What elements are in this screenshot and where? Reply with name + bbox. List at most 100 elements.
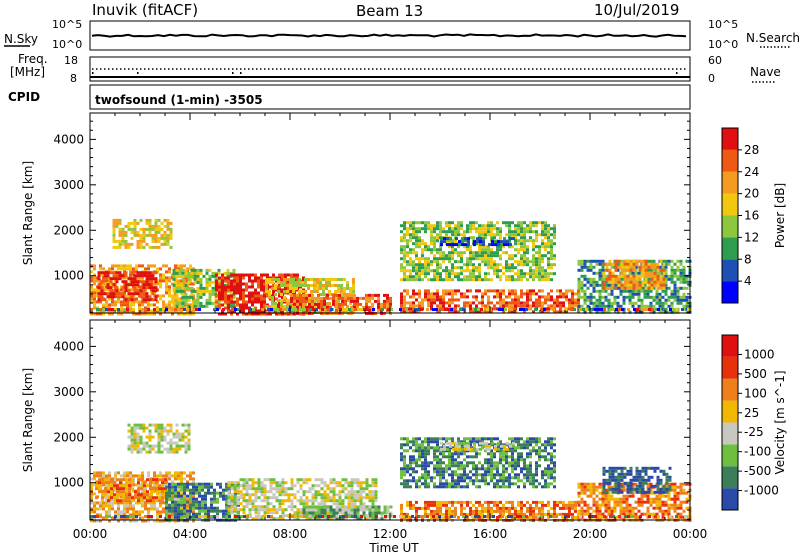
data-cell [183, 488, 186, 492]
data-cell [187, 438, 191, 442]
data-cell [322, 278, 325, 281]
data-cell [598, 304, 602, 308]
data-cell [251, 478, 255, 482]
data-cell [207, 512, 210, 516]
data-cell [499, 289, 502, 293]
data-cell [478, 289, 481, 293]
data-cell [399, 308, 402, 311]
data-cell [469, 289, 472, 293]
data-cell [296, 308, 299, 312]
data-cell [415, 227, 418, 231]
data-cell [275, 496, 279, 500]
data-cell [583, 310, 587, 314]
data-cell [165, 303, 168, 307]
data-cell [457, 289, 460, 293]
data-cell [439, 272, 442, 276]
data-cell [580, 262, 584, 266]
data-cell [586, 304, 590, 308]
data-cell [251, 493, 255, 497]
data-cell [623, 265, 627, 269]
data-cell [629, 286, 633, 290]
data-cell [568, 289, 571, 293]
data-cell [406, 242, 409, 246]
data-cell [112, 245, 116, 249]
data-cell [147, 308, 150, 311]
data-cell [123, 303, 126, 307]
data-cell [496, 295, 499, 299]
data-cell [340, 287, 343, 290]
data-cell [421, 263, 424, 267]
data-cell [121, 295, 125, 299]
data-cell [96, 300, 99, 304]
data-cell [150, 507, 153, 511]
data-cell [257, 282, 260, 286]
data-cell [418, 227, 421, 231]
data-cell [685, 298, 689, 302]
data-cell [113, 484, 116, 488]
data-cell [682, 292, 686, 296]
data-cell [455, 237, 458, 241]
data-cell [90, 483, 93, 487]
data-cell [296, 276, 299, 280]
data-cell [478, 275, 481, 279]
data-cell [427, 292, 430, 296]
data-cell [626, 274, 630, 278]
data-cell [120, 306, 123, 310]
data-cell [499, 248, 502, 252]
data-cell [99, 312, 102, 316]
data-cell [101, 481, 104, 485]
data-cell [157, 447, 161, 451]
data-cell [424, 242, 427, 246]
data-cell [359, 296, 362, 300]
data-cell [403, 260, 406, 264]
data-cell [520, 289, 523, 293]
data-cell [520, 295, 523, 299]
data-cell [508, 245, 511, 249]
data-cell [403, 272, 406, 276]
data-cell [219, 482, 222, 486]
data-cell [316, 278, 319, 281]
data-cell [607, 310, 611, 314]
data-cell [637, 289, 641, 293]
data-cell [163, 218, 167, 222]
data-cell [490, 224, 493, 228]
data-cell [421, 301, 424, 305]
data-cell [286, 308, 289, 311]
data-cell [502, 289, 505, 293]
data-cell [541, 233, 544, 237]
data-cell [180, 492, 183, 496]
data-cell [106, 271, 110, 275]
data-cell [356, 496, 360, 500]
data-cell [457, 304, 460, 308]
data-cell [183, 491, 186, 495]
data-cell [147, 303, 150, 307]
data-cell [602, 271, 606, 275]
data-cell [466, 289, 469, 293]
data-cell [257, 297, 260, 301]
data-cell [227, 484, 231, 488]
data-cell [418, 272, 421, 276]
data-cell [682, 274, 686, 278]
data-cell [484, 248, 487, 252]
data-cell [469, 278, 472, 282]
data-cell [227, 285, 230, 289]
data-cell [112, 233, 116, 237]
data-cell [424, 295, 427, 299]
data-cell [649, 295, 653, 299]
data-cell [623, 268, 627, 272]
data-cell [553, 257, 556, 261]
data-cell [109, 271, 113, 275]
data-cell [532, 242, 535, 246]
data-cell [163, 230, 167, 234]
data-cell [347, 505, 351, 509]
data-cell [517, 272, 520, 276]
data-cell [254, 499, 258, 503]
data-cell [409, 221, 412, 225]
data-cell [529, 304, 532, 308]
data-cell [565, 295, 568, 299]
data-cell [192, 480, 195, 484]
data-cell [199, 280, 203, 284]
data-cell [195, 497, 198, 501]
data-cell [177, 503, 180, 507]
data-cell [409, 251, 412, 255]
